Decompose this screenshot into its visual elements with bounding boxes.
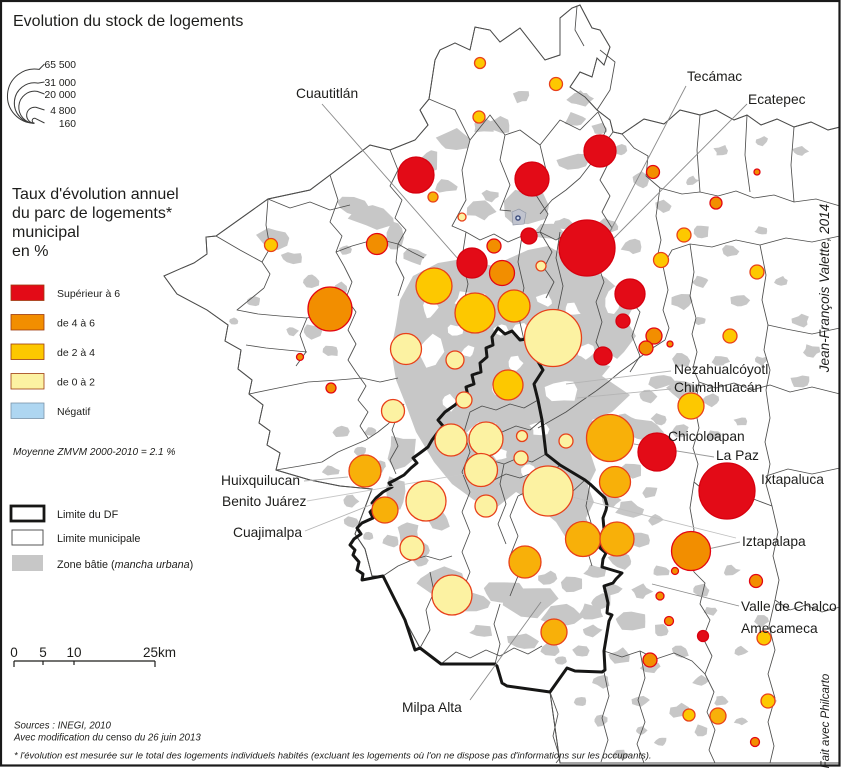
svg-text:5: 5 <box>39 645 47 660</box>
svg-text:Taux d'évolution annuel: Taux d'évolution annuel <box>12 186 179 203</box>
svg-text:Nezahualcóyotl: Nezahualcóyotl <box>674 362 768 377</box>
svg-text:Moyenne ZMVM 2000-2010 = 2.1 %: Moyenne ZMVM 2000-2010 = 2.1 % <box>13 447 175 458</box>
svg-text:Benito Juárez: Benito Juárez <box>222 494 306 509</box>
svg-text:Valle de Chalco: Valle de Chalco <box>741 599 837 614</box>
svg-text:La Paz: La Paz <box>716 448 759 463</box>
svg-text:Avec modification du censo du: Avec modification du censo du 26 juin 20… <box>13 733 201 744</box>
svg-text:de 4 à 6: de 4 à 6 <box>57 318 95 330</box>
svg-text:de 2 à 4: de 2 à 4 <box>57 347 95 359</box>
svg-text:31 000: 31 000 <box>45 78 77 89</box>
svg-text:en %: en % <box>12 243 48 260</box>
svg-text:municipal: municipal <box>12 224 80 241</box>
svg-text:Chimalhuacán: Chimalhuacán <box>674 380 762 395</box>
svg-text:Cuajimalpa: Cuajimalpa <box>233 525 302 540</box>
svg-text:4 800: 4 800 <box>50 106 76 117</box>
svg-text:Zone bâtie (mancha urbana): Zone bâtie (mancha urbana) <box>57 559 193 571</box>
svg-text:160: 160 <box>59 119 76 130</box>
svg-text:Jean-François Valette, 2014: Jean-François Valette, 2014 <box>817 204 832 373</box>
svg-text:Huixquilucan: Huixquilucan <box>221 473 300 488</box>
svg-text:Négatif: Négatif <box>57 406 90 418</box>
svg-text:Limite municipale: Limite municipale <box>57 533 140 545</box>
svg-text:Iztapalapa: Iztapalapa <box>742 534 806 549</box>
svg-text:Ixtapaluca: Ixtapaluca <box>761 472 824 487</box>
svg-text:25km: 25km <box>143 645 176 660</box>
svg-text:Tecámac: Tecámac <box>687 69 742 84</box>
svg-text:Milpa Alta: Milpa Alta <box>402 700 462 715</box>
svg-text:Amecameca: Amecameca <box>741 621 818 636</box>
svg-text:Cuautitlán: Cuautitlán <box>296 86 358 101</box>
svg-text:Limite du DF: Limite du DF <box>57 509 119 521</box>
svg-text:Evolution du stock de logement: Evolution du stock de logements <box>13 13 243 30</box>
svg-text:Supérieur à 6: Supérieur à 6 <box>57 288 120 300</box>
svg-text:Fait avec Philcarto: Fait avec Philcarto <box>820 673 832 768</box>
svg-text:Ecatepec: Ecatepec <box>748 92 806 107</box>
svg-text:20 000: 20 000 <box>45 90 77 101</box>
svg-text:du parc de logements*: du parc de logements* <box>12 205 172 222</box>
svg-text:Sources : INEGI, 2010: Sources : INEGI, 2010 <box>14 721 112 732</box>
svg-text:0: 0 <box>10 645 18 660</box>
svg-text:* l'évolution est mesurée sur: * l'évolution est mesurée sur le total d… <box>14 751 652 762</box>
svg-text:de 0 à 2: de 0 à 2 <box>57 377 95 389</box>
svg-text:65 500: 65 500 <box>45 60 77 71</box>
svg-text:10: 10 <box>66 645 81 660</box>
svg-text:Chicoloapan: Chicoloapan <box>668 429 745 444</box>
